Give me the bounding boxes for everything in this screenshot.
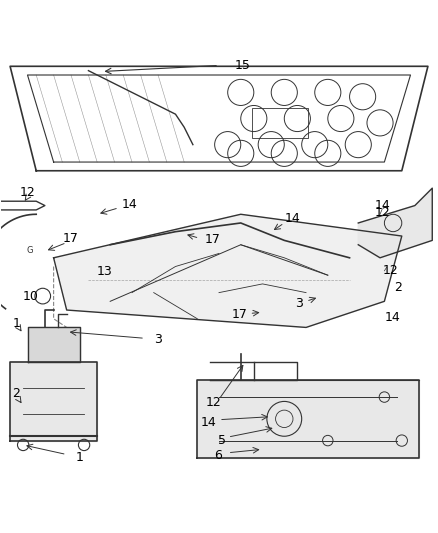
Text: G: G (26, 246, 33, 255)
Text: 14: 14 (285, 212, 301, 225)
Text: 14: 14 (201, 416, 216, 429)
Text: 12: 12 (20, 186, 35, 199)
Text: 17: 17 (205, 233, 220, 246)
Polygon shape (358, 188, 432, 258)
Text: 10: 10 (23, 289, 39, 303)
Text: 12: 12 (206, 396, 222, 409)
Text: 12: 12 (374, 206, 390, 219)
Text: 6: 6 (214, 449, 222, 462)
Text: 17: 17 (232, 308, 248, 321)
Text: 14: 14 (384, 311, 400, 325)
Polygon shape (53, 214, 402, 327)
Text: 15: 15 (235, 59, 251, 72)
Text: 3: 3 (154, 333, 162, 346)
Polygon shape (10, 362, 97, 441)
Text: 2: 2 (12, 387, 20, 400)
Text: 1: 1 (76, 450, 84, 464)
Text: 14: 14 (374, 199, 390, 212)
Text: 5: 5 (218, 434, 226, 447)
Text: 14: 14 (122, 198, 138, 211)
Text: 12: 12 (383, 264, 399, 277)
Text: 3: 3 (295, 297, 303, 310)
Polygon shape (197, 379, 419, 458)
Polygon shape (28, 327, 80, 362)
Text: 2: 2 (394, 281, 402, 294)
Text: 17: 17 (63, 232, 79, 245)
Text: 13: 13 (97, 265, 113, 278)
Text: 1: 1 (13, 317, 21, 329)
